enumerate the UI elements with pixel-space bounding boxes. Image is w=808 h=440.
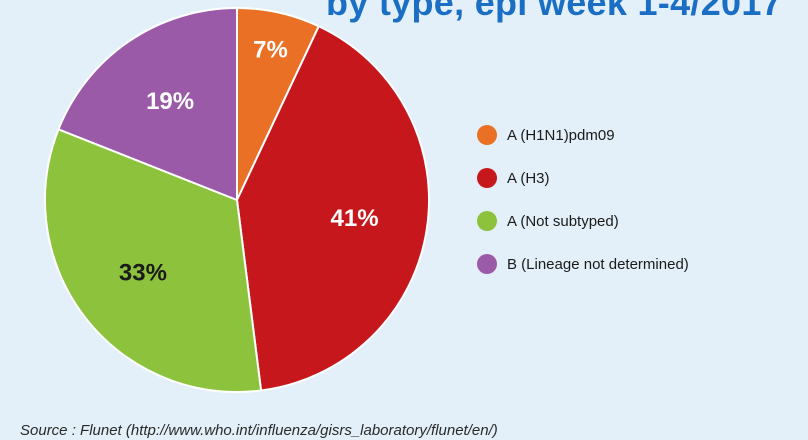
pie-slice bbox=[57, 6, 238, 202]
pie-slice-labels: 7% 41% 33% 19% bbox=[119, 37, 379, 287]
legend-swatch bbox=[477, 168, 497, 188]
legend-item: A (H3) bbox=[477, 165, 689, 191]
legend-item: A (Not subtyped) bbox=[477, 208, 689, 234]
pie-chart: 7% 41% 33% 19% bbox=[44, 6, 431, 393]
pie-slice-label: 41% bbox=[331, 205, 379, 232]
pie-slice bbox=[44, 128, 263, 393]
legend-label: A (H1N1)pdm09 bbox=[507, 126, 615, 144]
legend-label: A (Not subtyped) bbox=[507, 212, 619, 230]
legend-label: B (Lineage not determined) bbox=[507, 255, 689, 273]
chart-legend: A (H1N1)pdm09 A (H3) A (Not subtyped) B … bbox=[477, 122, 689, 294]
pie-slice-label: 7% bbox=[253, 37, 288, 64]
legend-label: A (H3) bbox=[507, 169, 550, 187]
legend-swatch bbox=[477, 125, 497, 145]
source-note: Source : Flunet (http://www.who.int/infl… bbox=[20, 422, 498, 439]
pie-slice-label: 33% bbox=[119, 259, 167, 286]
legend-swatch bbox=[477, 211, 497, 231]
pie-slices bbox=[44, 6, 431, 393]
legend-item: B (Lineage not determined) bbox=[477, 251, 689, 277]
pie-slice-label: 19% bbox=[146, 88, 194, 115]
pie-slice bbox=[235, 24, 431, 392]
legend-swatch bbox=[477, 254, 497, 274]
legend-item: A (H1N1)pdm09 bbox=[477, 122, 689, 148]
chart-title: by type, epi week 1-4/2017 bbox=[325, 0, 782, 23]
